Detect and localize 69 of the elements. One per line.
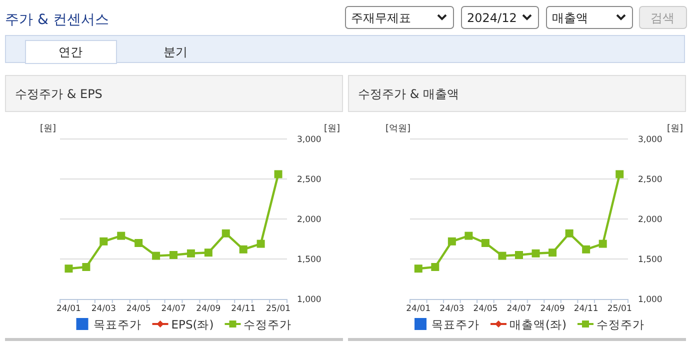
point <box>117 232 126 240</box>
y2-tick-label: 1,000 <box>297 295 322 305</box>
x-tick-label: 24/07 <box>161 304 186 314</box>
y2-axis-title: [원] <box>666 124 684 134</box>
y2-tick-label: 3,000 <box>297 135 322 145</box>
y-axis-title: [원] <box>40 124 56 134</box>
point <box>582 245 590 254</box>
chart-title: 수정주가 & EPS <box>15 87 102 101</box>
x-tick-label: 24/11 <box>574 304 598 314</box>
x-tick-label: 24/03 <box>440 304 464 314</box>
point <box>256 240 265 248</box>
point <box>532 249 540 258</box>
x-tick-label: 24/09 <box>196 304 221 314</box>
point <box>448 237 456 246</box>
legend-label: 수정주가 <box>596 318 644 332</box>
point <box>464 232 473 240</box>
point <box>64 264 73 273</box>
y2-tick-label: 2,000 <box>638 215 662 225</box>
y2-tick-label: 1,000 <box>638 295 662 305</box>
point <box>481 239 490 247</box>
text: 주가 & 컨센서스 <box>5 12 109 28</box>
point <box>222 229 230 238</box>
x-tick-label: 24/01 <box>56 304 81 314</box>
y2-tick-label: 3,000 <box>638 135 662 145</box>
text: 검색 <box>650 11 674 25</box>
x-tick-label: 24/11 <box>231 304 256 314</box>
point <box>515 251 523 259</box>
x-tick-label: 24/01 <box>406 304 431 314</box>
point <box>598 240 607 248</box>
point <box>616 170 624 178</box>
point <box>100 237 108 246</box>
y2-tick-label: 2,500 <box>638 175 662 185</box>
text: 매출액 <box>552 11 588 25</box>
point <box>170 251 178 259</box>
legend-label: 목표주가 <box>93 318 142 332</box>
point <box>186 249 195 258</box>
y2-tick-label: 1,500 <box>297 255 322 265</box>
x-tick-label: 25/01 <box>607 304 632 314</box>
point <box>204 248 212 257</box>
text: 2024/12 <box>467 11 517 25</box>
point <box>431 263 440 271</box>
text: 주재무제표 <box>351 11 411 25</box>
x-tick-label: 24/03 <box>91 304 116 314</box>
chart-title: 수정주가 & 매출액 <box>358 87 459 101</box>
y-axis-title: [억원] <box>385 124 411 134</box>
point <box>565 229 574 238</box>
y2-tick-label: 1,500 <box>638 255 662 265</box>
y2-axis-title: [원] <box>324 124 340 134</box>
legend-label: 목표주가 <box>432 318 480 332</box>
point <box>548 248 557 257</box>
legend-label: 수정주가 <box>244 318 292 332</box>
legend-label: 매출액(좌) <box>510 318 566 332</box>
x-tick-label: 24/05 <box>473 304 498 314</box>
point <box>414 264 422 273</box>
x-tick-label: 24/05 <box>126 304 151 314</box>
point <box>274 170 282 178</box>
text: 분기 <box>164 45 188 59</box>
point <box>134 239 143 247</box>
text: 연간 <box>58 45 82 59</box>
legend-label: EPS(좌) <box>171 318 214 332</box>
point <box>239 245 248 254</box>
x-tick-label: 25/01 <box>266 304 291 314</box>
point <box>152 252 160 260</box>
x-tick-label: 24/09 <box>540 304 565 314</box>
point <box>82 263 90 271</box>
point <box>498 252 506 260</box>
x-tick-label: 24/07 <box>506 304 532 314</box>
y2-tick-label: 2,500 <box>297 175 322 185</box>
y2-tick-label: 2,000 <box>297 215 322 225</box>
